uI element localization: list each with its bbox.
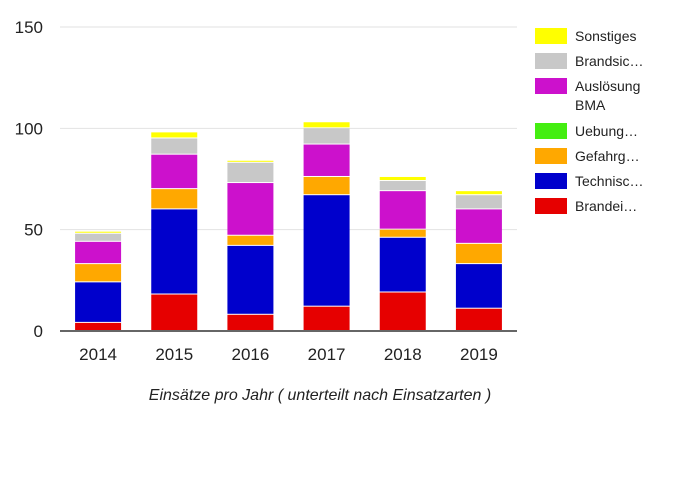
- bar-segment: [151, 132, 198, 138]
- bar-segment: [379, 237, 426, 292]
- bar-segment: [227, 183, 274, 235]
- bar-segment: [227, 235, 274, 245]
- legend-label: Uebung…: [575, 123, 638, 139]
- x-axis-label: Einsätze pro Jahr ( unterteilt nach Eins…: [149, 387, 491, 404]
- legend-label: Technisc…: [575, 173, 643, 189]
- bar-segment: [151, 294, 198, 330]
- y-tick-label: 150: [15, 18, 43, 37]
- legend-swatch: [535, 123, 567, 139]
- x-tick-label: 2015: [155, 345, 193, 364]
- bars: [75, 122, 502, 330]
- bar-segment: [151, 209, 198, 294]
- bar-segment: [227, 160, 274, 162]
- x-tick-label: 2014: [79, 345, 117, 364]
- bar-segment: [227, 245, 274, 314]
- y-tick-label: 100: [15, 119, 43, 138]
- legend-label: Auslösung: [575, 78, 640, 94]
- bar-segment: [303, 144, 350, 176]
- bar-segment: [75, 233, 122, 241]
- legend-label: Gefahrg…: [575, 148, 640, 164]
- bar-segment: [151, 154, 198, 189]
- legend-label: BMA: [575, 97, 606, 113]
- bar-segment: [151, 138, 198, 154]
- legend: Sonstiges Brandsic… Auslösung BMA Uebung… Gef…: [535, 28, 643, 214]
- bar-segment: [303, 176, 350, 195]
- bar-segment: [455, 264, 502, 308]
- bar-segment: [75, 282, 122, 322]
- bar-segment: [227, 162, 274, 183]
- x-tick-label: 2019: [460, 345, 498, 364]
- bar-segment: [379, 229, 426, 237]
- bar-segment: [379, 176, 426, 181]
- bar-segment: [379, 181, 426, 191]
- bar-segment: [379, 292, 426, 330]
- x-tick-label: 2017: [308, 345, 346, 364]
- bar-segment: [455, 308, 502, 330]
- x-tick-label: 2018: [384, 345, 422, 364]
- legend-label: Brandei…: [575, 198, 637, 214]
- bar-segment: [303, 122, 350, 128]
- legend-swatch: [535, 173, 567, 189]
- y-tick-label: 50: [24, 221, 43, 240]
- bar-segment: [303, 195, 350, 306]
- bar-segment: [455, 191, 502, 195]
- bar-segment: [75, 322, 122, 330]
- legend-swatch: [535, 78, 567, 94]
- y-tick-label: 0: [34, 322, 43, 341]
- bar-segment: [455, 195, 502, 209]
- bar-segment: [303, 306, 350, 330]
- legend-label: Brandsic…: [575, 53, 643, 69]
- legend-swatch: [535, 148, 567, 164]
- legend-label: Sonstiges: [575, 28, 636, 44]
- grid-lines: [60, 26, 517, 231]
- bar-segment: [75, 241, 122, 264]
- y-axis-ticks: 0 50 100 150: [15, 18, 43, 341]
- legend-swatch: [535, 53, 567, 69]
- x-tick-label: 2016: [232, 345, 270, 364]
- bar-segment: [303, 128, 350, 144]
- bar-segment: [151, 189, 198, 209]
- legend-swatch: [535, 198, 567, 214]
- bar-segment: [379, 191, 426, 229]
- legend-swatch: [535, 28, 567, 44]
- bar-segment: [75, 264, 122, 282]
- bar-segment: [455, 243, 502, 264]
- bar-segment: [227, 314, 274, 330]
- bar-segment: [75, 231, 122, 233]
- x-axis-ticks: 2014 2015 2016 2017 2018 2019: [79, 345, 498, 364]
- bar-segment: [455, 209, 502, 243]
